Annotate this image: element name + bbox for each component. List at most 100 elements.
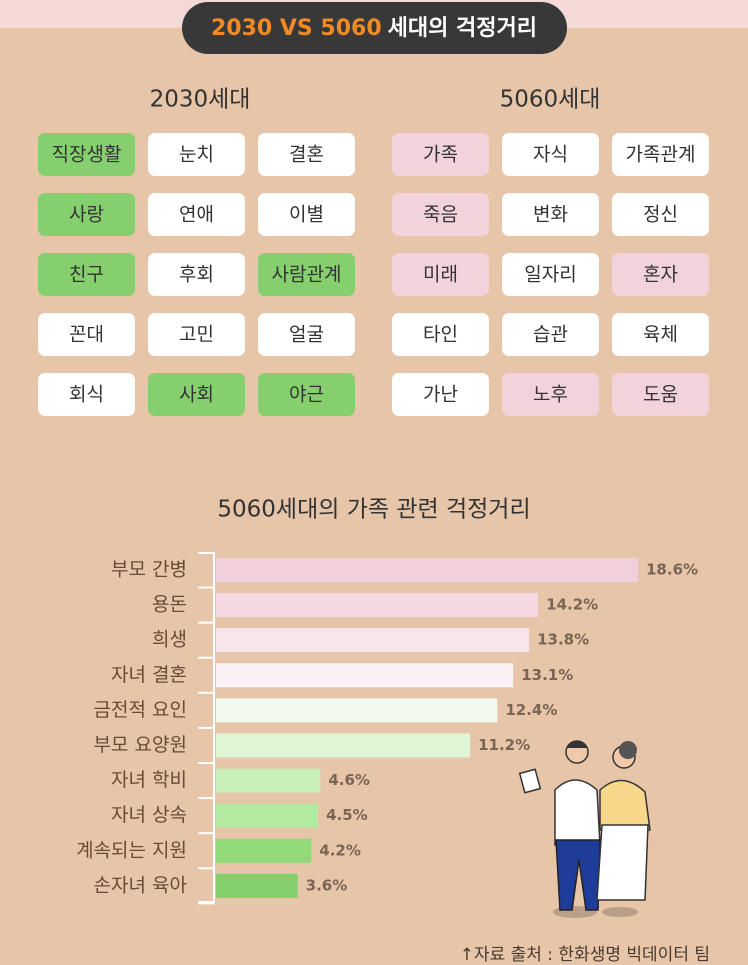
tag-box — [612, 253, 709, 296]
bar — [216, 733, 471, 758]
bar — [216, 558, 638, 582]
tag-label: 정신 — [643, 204, 678, 226]
tag-box — [392, 193, 489, 236]
value-label: 11.2% — [478, 736, 530, 754]
tag-box — [502, 373, 599, 416]
category-label: 부모 요양원 — [94, 734, 187, 756]
tag-box — [148, 313, 245, 356]
bar — [216, 698, 498, 723]
tag-box — [148, 193, 245, 236]
tag-label: 변화 — [533, 204, 568, 226]
bar — [216, 628, 530, 653]
tag-label: 얼굴 — [289, 324, 324, 346]
tag-label: 이별 — [289, 204, 324, 226]
tag-box — [502, 193, 599, 236]
value-label: 14.2% — [546, 596, 598, 614]
tag-box — [612, 133, 709, 176]
tag-box — [392, 373, 489, 416]
tag-label: 가난 — [423, 384, 458, 406]
tag-label: 가족 — [423, 144, 458, 166]
tag-label: 습관 — [533, 324, 568, 346]
category-label: 희생 — [152, 629, 187, 651]
bar — [216, 593, 539, 618]
tag-box — [612, 373, 709, 416]
tag-label: 고민 — [179, 324, 214, 346]
tag-label: 꼰대 — [69, 324, 104, 346]
tag-label: 후회 — [179, 264, 214, 286]
tag-box — [502, 313, 599, 356]
tag-label: 연애 — [179, 204, 214, 226]
value-label: 18.6% — [646, 561, 698, 579]
value-label: 12.4% — [505, 701, 557, 719]
tag-label: 일자리 — [524, 264, 576, 286]
category-label: 용돈 — [152, 594, 187, 616]
bar — [216, 838, 312, 863]
tag-box — [38, 313, 135, 356]
value-label: 3.6% — [306, 876, 348, 894]
tag-box — [258, 193, 355, 236]
tag-box — [392, 133, 489, 176]
chart-title: 5060세대의 가족 관련 걱정거리 — [217, 497, 530, 523]
value-label: 13.1% — [521, 666, 573, 684]
tag-label: 야근 — [289, 384, 324, 406]
tag-box — [612, 313, 709, 356]
category-label: 부모 간병 — [111, 559, 187, 581]
panel-title: 2030세대 — [150, 87, 251, 113]
tag-label: 혼자 — [643, 264, 678, 286]
tag-box — [502, 253, 599, 296]
tag-box — [612, 193, 709, 236]
value-label: 13.8% — [537, 631, 589, 649]
bar — [216, 873, 298, 898]
tag-box — [38, 193, 135, 236]
tag-label: 회식 — [69, 384, 104, 406]
tag-label: 육체 — [643, 324, 678, 346]
tag-label: 죽음 — [423, 204, 458, 226]
title-rest: 세대의 걱정거리 — [388, 16, 537, 41]
tag-label: 가족관계 — [626, 144, 696, 166]
tag-box — [148, 253, 245, 296]
tag-label: 사람관계 — [272, 264, 342, 286]
tag-label: 노후 — [533, 384, 568, 406]
category-label: 자녀 학비 — [111, 769, 187, 791]
tag-box — [258, 313, 355, 356]
tag-box — [502, 133, 599, 176]
illustration — [518, 740, 651, 918]
tag-label: 눈치 — [179, 144, 214, 166]
tag-box — [38, 253, 135, 296]
tag-box — [148, 133, 245, 176]
tag-label: 미래 — [423, 264, 458, 286]
tag-label: 사회 — [179, 384, 214, 406]
category-label: 손자녀 육아 — [94, 874, 187, 896]
tag-label: 결혼 — [289, 144, 324, 166]
panel-title: 5060세대 — [500, 87, 601, 113]
value-label: 4.2% — [319, 841, 361, 859]
category-label: 계속되는 지원 — [76, 839, 187, 861]
source: ↑자료 출처 : 한화생명 빅데이터 팀 — [460, 945, 710, 965]
tag-label: 자식 — [533, 144, 568, 166]
tag-box — [38, 133, 135, 176]
tag-label: 도움 — [643, 384, 678, 406]
tag-box — [392, 313, 489, 356]
tag-box — [38, 373, 135, 416]
category-label: 금전적 요인 — [94, 699, 187, 721]
tag-box — [392, 253, 489, 296]
tag-box — [148, 373, 245, 416]
title-pill — [182, 2, 567, 54]
tag-box — [258, 253, 355, 296]
value-label: 4.6% — [328, 771, 370, 789]
tag-box — [258, 373, 355, 416]
category-label: 자녀 상속 — [111, 804, 187, 826]
tag-label: 사랑 — [69, 204, 104, 226]
bar — [216, 663, 514, 688]
value-label: 4.5% — [326, 806, 368, 824]
title-highlight: 2030 VS 5060 — [211, 16, 382, 41]
tag-label: 직장생활 — [52, 144, 122, 166]
category-label: 자녀 결혼 — [111, 664, 187, 686]
title: 2030 VS 5060 세대의 걱정거리 — [211, 16, 537, 41]
tag-label: 타인 — [423, 324, 458, 346]
bar — [216, 803, 319, 828]
tag-label: 친구 — [69, 264, 104, 286]
bar — [216, 768, 321, 793]
tag-box — [258, 133, 355, 176]
